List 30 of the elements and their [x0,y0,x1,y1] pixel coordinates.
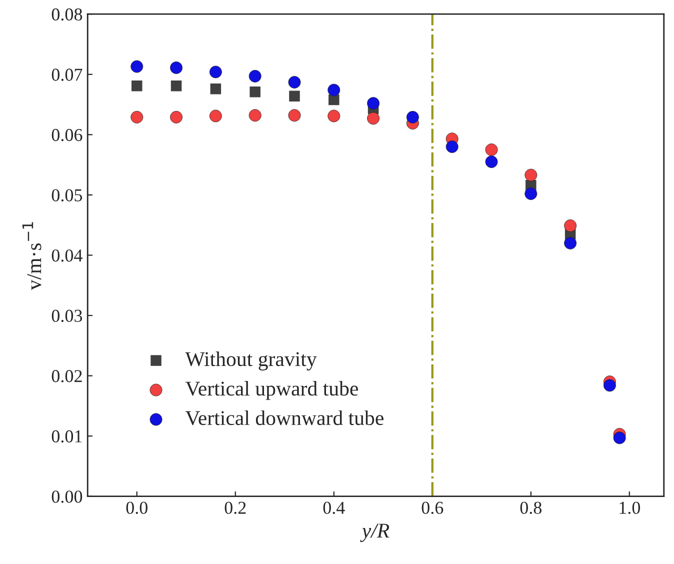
x-tick-label: 1.0 [620,502,640,514]
y-tick-label: 0.08 [52,8,82,21]
legend-label: Vertical downward tube [185,410,384,426]
point [289,90,300,102]
x-tick-label: 0.8 [520,502,542,514]
y-tick-label: 0.07 [52,68,82,81]
point [250,86,260,98]
point [131,80,142,92]
y-tick-label: 0.04 [52,249,82,262]
legend-label: Vertical upward tube [185,381,358,400]
y-tick-label: 0.06 [52,128,82,142]
point [485,144,498,156]
point [564,236,577,250]
point [130,60,144,73]
y-tick-label: 0.03 [52,310,82,322]
x-tick-label: 0.2 [224,502,246,514]
y-tick-label: 0.02 [52,370,82,382]
x-tick-label: 0.6 [422,502,444,514]
y-tick-label: 0.01 [52,430,82,443]
y-tick-label: 0.05 [52,189,82,202]
y-tick-label: 0.00 [52,490,82,503]
x-tick-label: 0.0 [126,502,148,514]
legend-label: Without gravity [185,352,317,370]
point [209,110,222,122]
x-tick-label: 0.4 [323,502,345,514]
y-axis-title: v/m·s$^{−1}$ [22,222,42,290]
point [210,83,222,94]
point [564,219,577,232]
x-axis-title: y/R [360,524,390,542]
point [170,80,182,92]
